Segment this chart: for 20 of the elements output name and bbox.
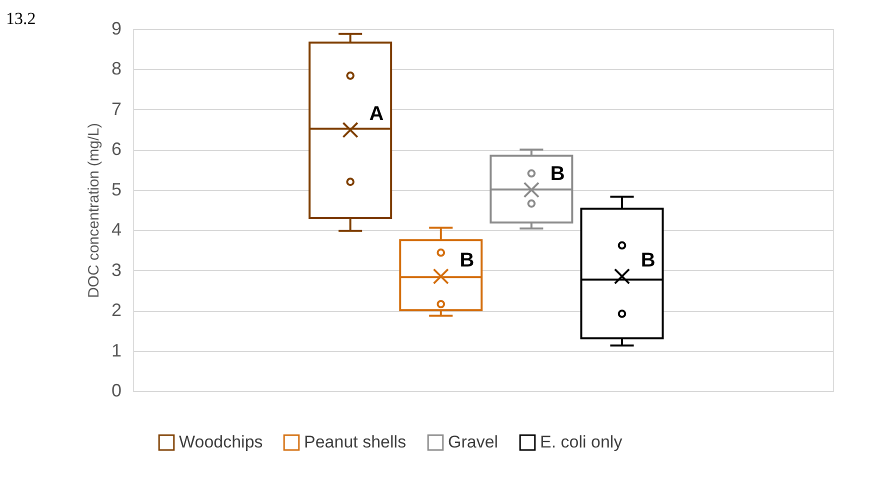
y-tick-label: 2	[111, 300, 122, 320]
legend-label: Peanut shells	[304, 432, 406, 452]
legend-label: Woodchips	[179, 432, 263, 452]
y-tick-label: 4	[111, 220, 122, 240]
annotation: B	[460, 249, 474, 272]
legend-label: E. coli only	[540, 432, 623, 452]
y-tick-label: 9	[111, 18, 122, 38]
y-tick-label: 8	[111, 58, 122, 79]
y-tick-label: 6	[111, 139, 122, 160]
annotation: A	[369, 102, 384, 125]
legend-label: Gravel	[448, 432, 498, 452]
y-tick-label: 7	[111, 98, 122, 119]
y-tick-label: 3	[111, 260, 122, 280]
annotation: B	[640, 249, 656, 272]
annotation: B	[550, 162, 565, 185]
y-tick-label: 5	[111, 179, 122, 200]
y-tick-label: 1	[111, 340, 122, 360]
y-tick-label: 0	[111, 380, 122, 400]
y-axis-title: DOC concentration (mg/L)	[85, 122, 102, 298]
text: 13.2	[6, 9, 36, 28]
